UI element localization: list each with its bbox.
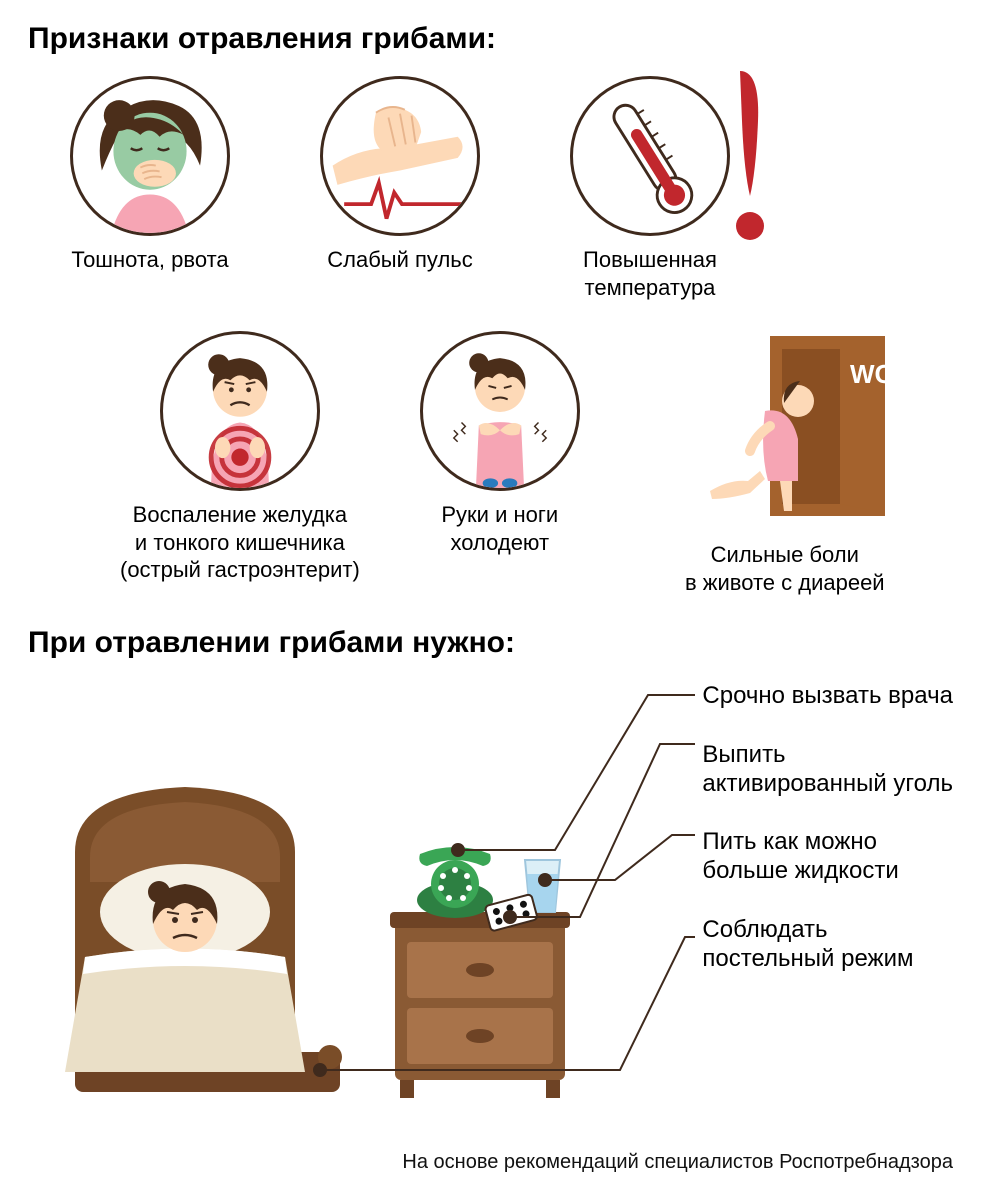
actions-title: При отравлении грибами нужно: [0, 626, 987, 660]
symptom-pulse: Слабый пульс [320, 76, 480, 301]
symptoms-row-1: Тошнота, рвота Слабый пульс [0, 76, 987, 301]
symptom-nausea: Тошнота, рвота [70, 76, 230, 301]
symptom-gastro: Воспаление желудка и тонкого кишечника (… [120, 331, 360, 596]
symptoms-row-2: Воспаление желудка и тонкого кишечника (… [0, 331, 987, 596]
action-charcoal: Выпить активированный уголь [702, 741, 953, 799]
cold-icon [420, 331, 580, 491]
symptom-cold: Руки и ноги холодеют [420, 331, 580, 596]
fever-icon [570, 76, 730, 236]
pulse-icon [320, 76, 480, 236]
symptom-fever: Повышенная температура [570, 76, 730, 301]
phone-icon [417, 847, 493, 918]
symptoms-title: Признаки отравления грибами: [0, 22, 987, 56]
nausea-icon [70, 76, 230, 236]
action-fluids: Пить как можно больше жидкости [702, 828, 953, 886]
footer-credit: На основе рекомендаций специалистов Росп… [402, 1151, 953, 1174]
diarrhea-label: Сильные боли в животе с диареей [685, 541, 885, 596]
cold-label: Руки и ноги холодеют [441, 501, 558, 556]
wc-icon: WC [680, 331, 890, 531]
symptom-diarrhea: WC Сильные боли в животе с диареей [680, 331, 890, 596]
fever-label: Повышенная температура [583, 246, 717, 301]
wc-text: WC [850, 359, 890, 389]
nausea-label: Тошнота, рвота [71, 246, 228, 274]
exclamation-icon [720, 61, 780, 251]
pulse-label: Слабый пульс [327, 246, 473, 274]
action-bedrest: Соблюдать постельный режим [702, 916, 953, 974]
actions-list: Срочно вызвать врача Выпить активированн… [702, 682, 953, 974]
bed-scene [55, 762, 615, 1122]
gastro-icon [160, 331, 320, 491]
gastro-label: Воспаление желудка и тонкого кишечника (… [120, 501, 360, 584]
action-call-doctor: Срочно вызвать врача [702, 682, 953, 711]
